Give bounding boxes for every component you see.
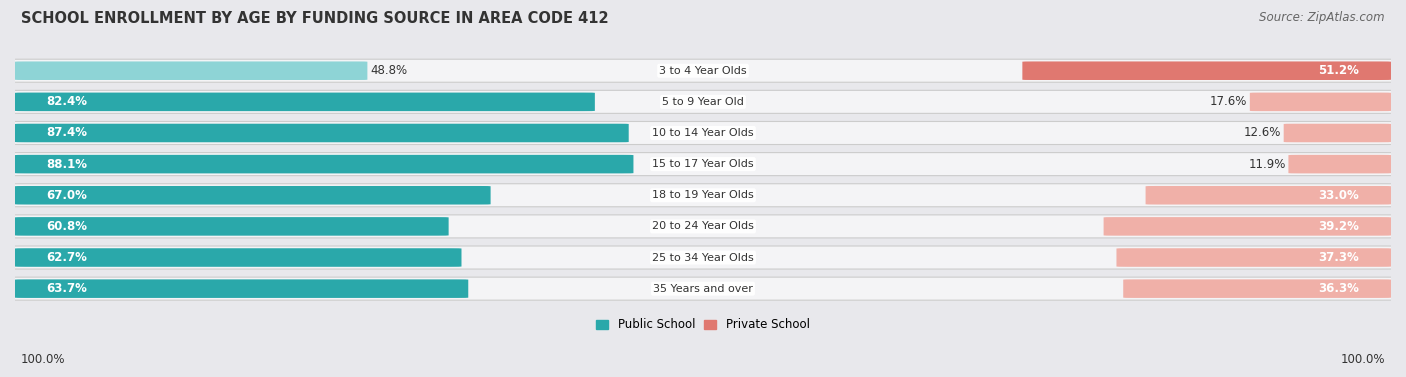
FancyBboxPatch shape — [15, 93, 595, 111]
FancyBboxPatch shape — [0, 277, 1406, 300]
FancyBboxPatch shape — [15, 217, 449, 236]
FancyBboxPatch shape — [0, 153, 1406, 176]
Text: 62.7%: 62.7% — [46, 251, 87, 264]
FancyBboxPatch shape — [0, 59, 1406, 82]
FancyBboxPatch shape — [15, 61, 367, 80]
FancyBboxPatch shape — [1104, 217, 1391, 236]
FancyBboxPatch shape — [15, 186, 491, 205]
Text: 60.8%: 60.8% — [46, 220, 87, 233]
Text: 25 to 34 Year Olds: 25 to 34 Year Olds — [652, 253, 754, 262]
FancyBboxPatch shape — [15, 279, 468, 298]
Text: 35 Years and over: 35 Years and over — [652, 284, 754, 294]
Text: 51.2%: 51.2% — [1319, 64, 1360, 77]
Text: 10 to 14 Year Olds: 10 to 14 Year Olds — [652, 128, 754, 138]
Text: 3 to 4 Year Olds: 3 to 4 Year Olds — [659, 66, 747, 76]
Text: 37.3%: 37.3% — [1319, 251, 1360, 264]
Text: 20 to 24 Year Olds: 20 to 24 Year Olds — [652, 221, 754, 231]
Text: 100.0%: 100.0% — [1340, 353, 1385, 366]
Text: 33.0%: 33.0% — [1319, 189, 1360, 202]
FancyBboxPatch shape — [1022, 61, 1391, 80]
FancyBboxPatch shape — [0, 215, 1406, 238]
Text: 18 to 19 Year Olds: 18 to 19 Year Olds — [652, 190, 754, 200]
FancyBboxPatch shape — [15, 124, 628, 142]
FancyBboxPatch shape — [0, 184, 1406, 207]
Text: 11.9%: 11.9% — [1249, 158, 1285, 171]
Text: 82.4%: 82.4% — [46, 95, 87, 108]
FancyBboxPatch shape — [0, 90, 1406, 113]
Text: 17.6%: 17.6% — [1209, 95, 1247, 108]
Text: 100.0%: 100.0% — [21, 353, 66, 366]
Text: 39.2%: 39.2% — [1319, 220, 1360, 233]
FancyBboxPatch shape — [15, 248, 461, 267]
FancyBboxPatch shape — [0, 246, 1406, 269]
Text: SCHOOL ENROLLMENT BY AGE BY FUNDING SOURCE IN AREA CODE 412: SCHOOL ENROLLMENT BY AGE BY FUNDING SOUR… — [21, 11, 609, 26]
FancyBboxPatch shape — [1116, 248, 1391, 267]
FancyBboxPatch shape — [1250, 93, 1391, 111]
Text: Source: ZipAtlas.com: Source: ZipAtlas.com — [1260, 11, 1385, 24]
Legend: Public School, Private School: Public School, Private School — [592, 314, 814, 336]
FancyBboxPatch shape — [1123, 279, 1391, 298]
Text: 48.8%: 48.8% — [370, 64, 408, 77]
Text: 63.7%: 63.7% — [46, 282, 87, 295]
Text: 15 to 17 Year Olds: 15 to 17 Year Olds — [652, 159, 754, 169]
FancyBboxPatch shape — [1284, 124, 1391, 142]
FancyBboxPatch shape — [1288, 155, 1391, 173]
Text: 88.1%: 88.1% — [46, 158, 87, 171]
Text: 36.3%: 36.3% — [1319, 282, 1360, 295]
FancyBboxPatch shape — [15, 155, 634, 173]
Text: 12.6%: 12.6% — [1243, 127, 1281, 139]
Text: 87.4%: 87.4% — [46, 127, 87, 139]
FancyBboxPatch shape — [1146, 186, 1391, 205]
Text: 5 to 9 Year Old: 5 to 9 Year Old — [662, 97, 744, 107]
FancyBboxPatch shape — [0, 121, 1406, 144]
Text: 67.0%: 67.0% — [46, 189, 87, 202]
